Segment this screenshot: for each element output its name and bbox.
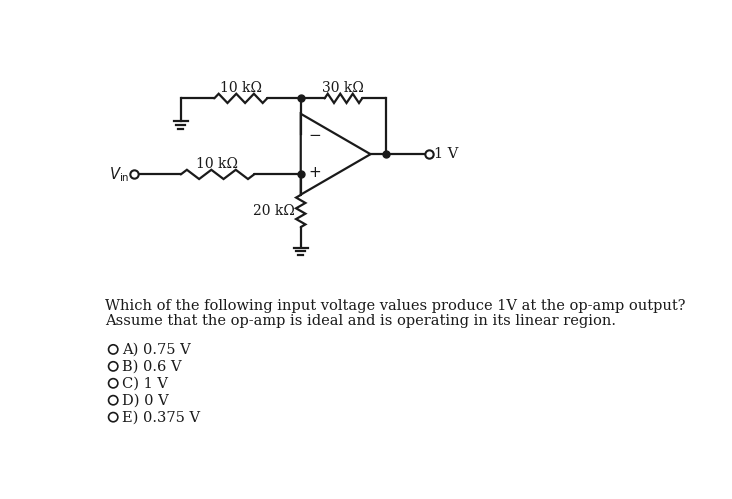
Text: Which of the following input voltage values produce 1V at the op-amp output?: Which of the following input voltage val… [105,298,686,312]
Text: +: + [308,165,321,180]
Text: −: − [308,128,321,143]
Text: 20 kΩ: 20 kΩ [253,204,294,218]
Text: 10 kΩ: 10 kΩ [220,81,261,95]
Text: B) 0.6 V: B) 0.6 V [122,359,182,373]
Text: E) 0.375 V: E) 0.375 V [122,410,201,424]
Text: 30 kΩ: 30 kΩ [322,81,365,95]
Text: C) 1 V: C) 1 V [122,376,168,390]
Text: $V_{\rm in}$: $V_{\rm in}$ [109,165,130,184]
Text: Assume that the op-amp is ideal and is operating in its linear region.: Assume that the op-amp is ideal and is o… [105,314,616,328]
Text: 10 kΩ: 10 kΩ [196,157,239,171]
Text: D) 0 V: D) 0 V [122,393,169,407]
Text: 1 V: 1 V [434,147,458,161]
Text: A) 0.75 V: A) 0.75 V [122,342,191,356]
